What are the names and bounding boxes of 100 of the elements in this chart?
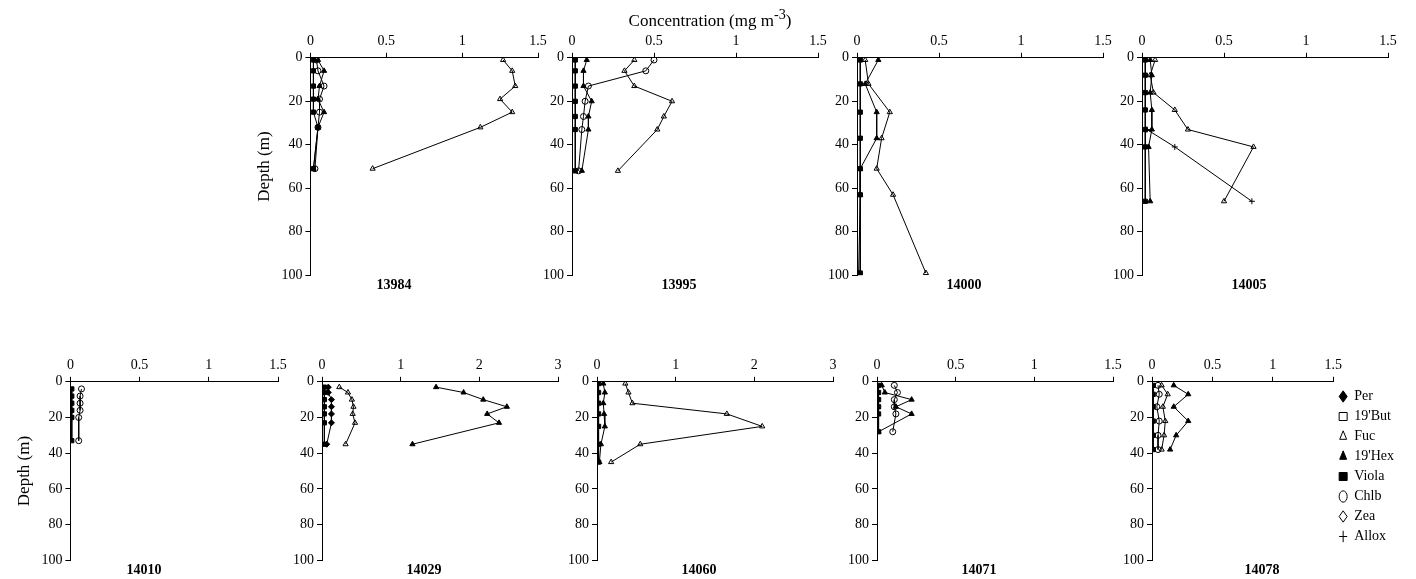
y-tick-label: 100 <box>1123 551 1144 567</box>
y-tick-label: 0 <box>295 49 303 65</box>
y-tick-label: 80 <box>48 516 63 532</box>
x-tick-label: 0.5 <box>1215 33 1233 49</box>
y-tick-label: 20 <box>300 409 314 425</box>
y-tick-label: 60 <box>288 179 303 195</box>
x-tick-label: 0 <box>318 357 326 373</box>
legend-label: Zea <box>1354 508 1376 524</box>
text: 14060 <box>681 562 717 578</box>
y-tick-label: 80 <box>1120 223 1134 239</box>
y-tick-label: 0 <box>557 49 564 65</box>
x-tick-label: 0.5 <box>1203 357 1222 373</box>
x-tick-label: 0.5 <box>930 33 948 49</box>
y-tick-label: 0 <box>862 373 869 389</box>
y-tick-label: 40 <box>550 136 564 152</box>
y-axis-title: Depth (m) <box>13 435 33 507</box>
legend-label: Per <box>1354 388 1374 404</box>
x-tick-label: 1 <box>397 357 405 373</box>
y-tick-label: 80 <box>550 223 564 239</box>
x-tick-label: 0.5 <box>130 357 149 373</box>
legend-label: Allox <box>1354 528 1387 544</box>
x-tick-label: 0.5 <box>377 33 396 49</box>
text: 13995 <box>661 277 697 293</box>
y-tick-label: 0 <box>55 373 63 389</box>
x-tick-label: 1 <box>1017 33 1025 49</box>
y-tick-label: 80 <box>1130 516 1144 532</box>
y-tick-label: 40 <box>575 444 589 460</box>
text: 14071 <box>961 562 997 578</box>
x-tick-label: 1.5 <box>1379 33 1397 49</box>
legend-label: Chlb <box>1354 488 1382 504</box>
x-tick-label: 2 <box>475 357 483 373</box>
x-tick-label: 2 <box>750 357 758 373</box>
y-tick-label: 20 <box>48 409 63 425</box>
y-tick-label: 60 <box>575 480 589 496</box>
y-tick-label: 40 <box>855 444 869 460</box>
y-tick-label: 20 <box>575 409 589 425</box>
y-tick-label: 0 <box>842 49 849 65</box>
y-tick-label: 80 <box>288 223 303 239</box>
text: 14078 <box>1244 562 1280 578</box>
y-tick-label: 100 <box>848 551 869 567</box>
y-tick-label: 40 <box>288 136 303 152</box>
x-tick-label: 0 <box>66 357 74 373</box>
x-tick-label: 1 <box>1030 357 1038 373</box>
x-tick-label: 1 <box>732 33 740 49</box>
legend-label: 19'Hex <box>1354 448 1395 464</box>
y-tick-label: 60 <box>1120 179 1134 195</box>
x-tick-label: 0.5 <box>645 33 663 49</box>
y-tick-label: 100 <box>281 266 303 282</box>
y-tick-label: 100 <box>41 551 63 567</box>
x-tick-label: 1.5 <box>1094 33 1112 49</box>
text: 14005 <box>1231 277 1267 293</box>
text: 14029 <box>406 562 442 578</box>
x-tick-label: 1.5 <box>809 33 827 49</box>
y-tick-label: 60 <box>1130 480 1144 496</box>
y-tick-label: 0 <box>1137 373 1144 389</box>
legend-label: Fuc <box>1354 428 1376 444</box>
y-tick-label: 80 <box>835 223 849 239</box>
x-tick-label: 1.5 <box>529 33 547 49</box>
y-tick-label: 100 <box>543 266 564 282</box>
y-tick-label: 100 <box>568 551 589 567</box>
y-tick-label: 20 <box>1130 409 1144 425</box>
y-axis-title: Depth (m) <box>253 131 273 202</box>
legend-label: Viola <box>1354 468 1386 484</box>
x-tick-label: 1 <box>205 357 213 373</box>
legend-label: 19'But <box>1354 408 1392 424</box>
x-tick-label: 1 <box>672 357 680 373</box>
y-tick-label: 20 <box>855 409 869 425</box>
y-tick-label: 80 <box>855 516 869 532</box>
x-tick-label: 1 <box>458 33 466 49</box>
text: 14000 <box>946 277 982 293</box>
y-tick-label: 0 <box>582 373 589 389</box>
y-tick-label: 20 <box>288 92 303 108</box>
x-tick-label: 1.5 <box>1104 357 1122 373</box>
y-tick-label: 40 <box>1130 444 1144 460</box>
y-tick-label: 0 <box>1127 49 1134 65</box>
y-tick-label: 0 <box>307 373 314 389</box>
text: 13984 <box>376 277 412 293</box>
y-tick-label: 60 <box>550 179 564 195</box>
y-tick-label: 40 <box>1120 136 1134 152</box>
y-tick-label: 80 <box>575 516 589 532</box>
y-tick-label: 80 <box>300 516 314 532</box>
x-tick-label: 1 <box>1269 357 1277 373</box>
y-tick-label: 100 <box>828 266 849 282</box>
x-tick-label: 1.5 <box>269 357 287 373</box>
x-tick-label: 0 <box>873 357 881 373</box>
x-tick-label: 0 <box>1148 357 1156 373</box>
y-tick-label: 60 <box>300 480 314 496</box>
y-tick-label: 60 <box>855 480 869 496</box>
y-tick-label: 60 <box>48 480 63 496</box>
x-tick-label: 3 <box>554 357 562 373</box>
y-tick-label: 20 <box>1120 92 1134 108</box>
x-axis-title: Concentration (mg m$^{-3}$) <box>627 6 793 31</box>
y-tick-label: 20 <box>835 92 849 108</box>
y-tick-label: 20 <box>550 92 564 108</box>
y-tick-label: 40 <box>300 444 314 460</box>
text: 14010 <box>126 562 162 578</box>
y-tick-label: 100 <box>1113 266 1134 282</box>
x-tick-label: 0 <box>593 357 601 373</box>
x-tick-label: 0.5 <box>946 357 965 373</box>
y-tick-label: 40 <box>835 136 849 152</box>
